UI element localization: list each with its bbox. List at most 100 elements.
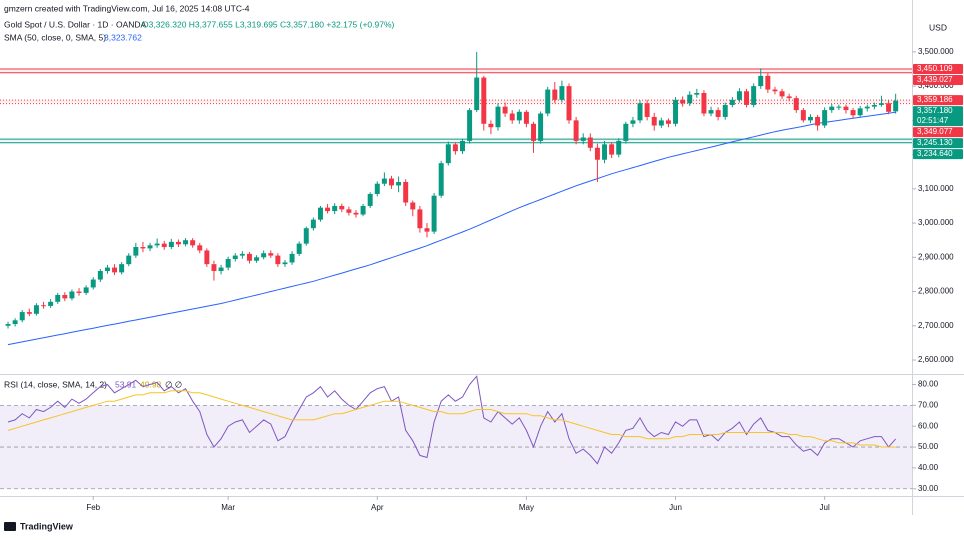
candle-body <box>225 259 231 268</box>
candle-body <box>637 103 643 121</box>
x-tick-label: Feb <box>86 503 100 512</box>
candle-body <box>594 147 600 160</box>
candle-body <box>644 103 650 117</box>
candle-body <box>147 245 153 249</box>
candle-body <box>467 110 473 141</box>
level-label: 3,245.130 <box>917 138 953 147</box>
rsi-value: 53.91 <box>115 379 137 389</box>
level-label: 3,359.186 <box>917 95 953 104</box>
candle-body <box>602 144 608 160</box>
candle-body <box>850 110 856 116</box>
candle-body <box>232 255 238 260</box>
credit: gmzern created with TradingView.com, Jul… <box>4 3 250 13</box>
sma-value: 3,323.762 <box>104 32 142 42</box>
candle-body <box>779 91 785 97</box>
candle-body <box>161 243 167 248</box>
symbol: Gold Spot / U.S. Dollar · 1D · OANDA <box>4 19 147 29</box>
x-tick-label: Jun <box>669 503 682 512</box>
candle-body <box>211 264 217 272</box>
candle-body <box>154 243 160 246</box>
candle-body <box>83 287 89 293</box>
candle-body <box>190 240 196 246</box>
candle-body <box>729 99 735 105</box>
candle-body <box>829 106 835 111</box>
candle-body <box>296 243 302 254</box>
candle-body <box>807 116 813 121</box>
candle-body <box>523 111 529 124</box>
candle-body <box>48 301 54 306</box>
candle-body <box>133 247 139 256</box>
candle-body <box>41 305 47 307</box>
candle-body <box>481 77 487 124</box>
y-tick-label: 50.00 <box>918 442 939 451</box>
candle-body <box>680 99 686 104</box>
brand: TradingView <box>20 521 74 531</box>
candle-body <box>310 219 316 229</box>
candle-body <box>701 92 707 114</box>
candle-body <box>516 111 522 121</box>
ohlc: O3,326.320 H3,377.655 L3,319.695 C3,357.… <box>142 19 395 29</box>
last-price-label-box <box>913 106 963 127</box>
level-zone <box>0 100 912 104</box>
candle-body <box>90 279 96 288</box>
candle-body <box>275 255 281 265</box>
candle-body <box>289 253 295 263</box>
level-label-box <box>913 138 963 149</box>
x-tick-label: Apr <box>371 503 384 512</box>
candle-body <box>616 140 622 155</box>
candle-body <box>33 305 39 314</box>
candle-body <box>261 253 267 258</box>
y-tick-label: 3,100.000 <box>918 184 954 193</box>
candle-body <box>573 120 579 141</box>
candle-body <box>857 108 863 116</box>
candle-body <box>396 181 402 186</box>
y-tick-label: 2,800.000 <box>918 287 954 296</box>
candle-body <box>431 195 437 232</box>
candle-body <box>871 104 877 107</box>
candle-body <box>303 228 309 244</box>
last-price-label: 3,357.180 <box>917 106 953 115</box>
candle-body <box>893 100 899 112</box>
level-label-box <box>913 149 963 160</box>
candle-body <box>332 205 338 212</box>
candle-body <box>367 193 373 206</box>
candle-body <box>254 257 260 261</box>
y-tick-label: 3,000.000 <box>918 218 954 227</box>
currency: USD <box>929 22 947 32</box>
y-tick-label: 80.00 <box>918 380 939 389</box>
candle-body <box>623 123 629 141</box>
candle-body <box>97 271 103 280</box>
candle-body <box>822 110 828 126</box>
candle-body <box>374 183 380 194</box>
candle-body <box>488 123 494 128</box>
candle-body <box>246 253 252 261</box>
level-label: 3,439.027 <box>917 75 953 84</box>
candle-body <box>346 209 352 213</box>
rsi-ma-line <box>7 390 896 448</box>
candle-body <box>353 212 359 215</box>
y-tick-label: 2,600.000 <box>918 355 954 364</box>
candle-body <box>69 291 75 299</box>
candle-body <box>12 320 18 325</box>
candle-body <box>325 207 331 212</box>
candle-body <box>474 77 480 111</box>
candle-body <box>722 104 728 117</box>
candle-body <box>183 240 189 245</box>
candle-body <box>403 181 409 203</box>
y-tick-label: 40.00 <box>918 463 939 472</box>
sma-label: SMA (50, close, 0, SMA, 5) <box>4 32 106 42</box>
y-tick-label: 2,700.000 <box>918 321 954 330</box>
candle-body <box>119 264 125 273</box>
candle-body <box>268 253 274 256</box>
level-label-box <box>913 63 963 74</box>
candle-body <box>552 89 558 100</box>
candle-body <box>765 75 771 90</box>
candle-body <box>715 110 721 117</box>
candle-body <box>126 255 132 265</box>
candle-body <box>317 207 323 220</box>
y-tick-label: 30.00 <box>918 484 939 493</box>
candle-body <box>609 144 615 155</box>
candle-body <box>708 110 714 114</box>
candle-body <box>460 140 465 152</box>
